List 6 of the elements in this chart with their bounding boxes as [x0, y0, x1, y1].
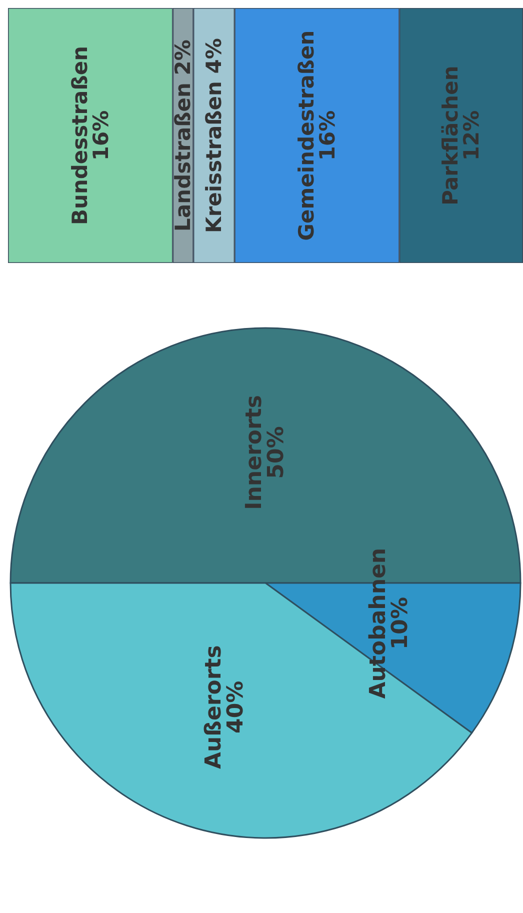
text: Landstraßen 2% [171, 40, 196, 232]
series-label: Gemeindestraßen [294, 30, 318, 241]
text: Kreisstraßen 4% [202, 38, 226, 233]
data-label: 16% [316, 110, 340, 161]
slice-label: Innerorts [242, 395, 267, 510]
data-label: 50% [264, 426, 289, 479]
